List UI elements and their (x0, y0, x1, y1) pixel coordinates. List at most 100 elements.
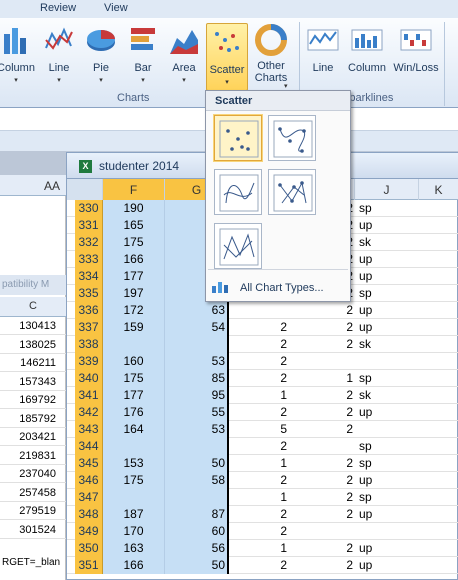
cell-h[interactable]: 2 (280, 320, 287, 334)
cell-g[interactable]: 55 (165, 404, 229, 421)
background-cell[interactable]: 146211 (0, 355, 66, 372)
background-cell[interactable]: 157343 (0, 374, 66, 391)
row-header[interactable]: 345 (75, 455, 103, 472)
cell-h[interactable]: 1 (280, 541, 287, 555)
cell-j[interactable]: up (359, 303, 373, 317)
row-header[interactable]: 337 (75, 319, 103, 336)
cell-f[interactable]: 172 (103, 302, 165, 319)
scatter-smooth-lines-option[interactable] (214, 169, 262, 215)
cell-f[interactable]: 159 (103, 319, 165, 336)
cell-h[interactable]: 2 (280, 473, 287, 487)
cell-j[interactable]: sk (359, 235, 371, 249)
cell-i[interactable]: 1 (346, 371, 353, 385)
row-header[interactable]: 339 (75, 353, 103, 370)
cell-j[interactable]: up (359, 541, 373, 555)
cell-f[interactable]: 177 (103, 268, 165, 285)
cell-i[interactable]: 2 (346, 558, 353, 572)
other-charts-button[interactable]: Other Charts ▾ (250, 20, 292, 90)
cell-g[interactable] (165, 489, 229, 506)
cell-f[interactable]: 153 (103, 455, 165, 472)
background-cell[interactable]: 301524 (0, 522, 66, 539)
cell-g[interactable] (165, 336, 229, 353)
cell-g[interactable]: 50 (165, 557, 229, 574)
cell-j[interactable]: sp (359, 371, 372, 385)
cell-h[interactable]: 2 (280, 524, 287, 538)
cell-j[interactable] (357, 353, 417, 370)
row-header[interactable]: 346 (75, 472, 103, 489)
cell-g[interactable]: 60 (165, 523, 229, 540)
cell-f[interactable]: 163 (103, 540, 165, 557)
cell-h[interactable]: 2 (280, 371, 287, 385)
cell-i[interactable]: 2 (346, 473, 353, 487)
cell-g[interactable]: 56 (165, 540, 229, 557)
row-header[interactable]: 340 (75, 370, 103, 387)
cell-j[interactable]: sp (359, 286, 372, 300)
cell-g[interactable]: 63 (165, 302, 229, 319)
sparkline-line-button[interactable]: Line (303, 20, 343, 90)
background-cell[interactable]: 138025 (0, 337, 66, 354)
cell-j[interactable]: sp (359, 490, 372, 504)
all-chart-types-item[interactable]: All Chart Types... (212, 279, 344, 297)
cell-j[interactable]: up (359, 507, 373, 521)
column-header-c[interactable]: C (0, 297, 66, 317)
cell-i[interactable]: 2 (346, 320, 353, 334)
tab-view[interactable]: View (104, 2, 128, 14)
cell-h[interactable]: 2 (280, 507, 287, 521)
cell-j[interactable]: sp (359, 201, 372, 215)
cell-i[interactable]: 2 (346, 388, 353, 402)
cell-h[interactable]: 2 (280, 405, 287, 419)
cell-i[interactable] (291, 523, 355, 540)
cell-j[interactable] (357, 523, 417, 540)
row-header[interactable]: 335 (75, 285, 103, 302)
cell-f[interactable] (103, 336, 165, 353)
row-header[interactable]: 350 (75, 540, 103, 557)
background-cell[interactable]: 169792 (0, 392, 66, 409)
cell-f[interactable]: 176 (103, 404, 165, 421)
cell-g[interactable]: 85 (165, 370, 229, 387)
cell-j[interactable]: up (359, 252, 373, 266)
cell-f[interactable]: 166 (103, 251, 165, 268)
cell-h[interactable]: 2 (280, 337, 287, 351)
sparkline-winloss-button[interactable]: Win/Loss (392, 20, 440, 90)
background-cell[interactable]: 257458 (0, 485, 66, 502)
column-chart-button[interactable]: Column ▾ (0, 20, 38, 90)
cell-f[interactable]: 175 (103, 370, 165, 387)
row-header[interactable]: 336 (75, 302, 103, 319)
cell-f[interactable]: 175 (103, 472, 165, 489)
cell-i[interactable]: 2 (346, 490, 353, 504)
background-cell[interactable]: 219831 (0, 448, 66, 465)
cell-f[interactable] (103, 438, 165, 455)
background-cell[interactable]: 185792 (0, 411, 66, 428)
background-cell[interactable]: 203421 (0, 429, 66, 446)
cell-h[interactable] (231, 302, 291, 319)
cell-f[interactable]: 160 (103, 353, 165, 370)
row-header[interactable]: 332 (75, 234, 103, 251)
scatter-straight-lines-option[interactable] (214, 223, 262, 269)
cell-j[interactable]: up (359, 218, 373, 232)
cell-j[interactable]: up (359, 473, 373, 487)
row-header[interactable]: 351 (75, 557, 103, 574)
select-all-corner[interactable] (67, 179, 103, 200)
cell-j[interactable]: sp (359, 439, 372, 453)
background-cell[interactable]: 237040 (0, 466, 66, 483)
cell-i[interactable] (291, 353, 355, 370)
area-chart-button[interactable]: Area ▾ (165, 20, 203, 90)
scatter-straight-lines-markers-option[interactable] (268, 169, 316, 215)
cell-h[interactable]: 1 (280, 490, 287, 504)
cell-i[interactable]: 2 (346, 337, 353, 351)
cell-j[interactable]: up (359, 405, 373, 419)
cell-h[interactable]: 2 (280, 558, 287, 572)
cell-h[interactable]: 2 (280, 354, 287, 368)
cell-g[interactable]: 95 (165, 387, 229, 404)
row-header[interactable]: 333 (75, 251, 103, 268)
background-cell[interactable]: 279519 (0, 503, 66, 520)
pie-chart-button[interactable]: Pie ▾ (82, 20, 120, 90)
cell-g[interactable]: 50 (165, 455, 229, 472)
cell-f[interactable]: 170 (103, 523, 165, 540)
cell-f[interactable]: 166 (103, 557, 165, 574)
row-header[interactable]: 344 (75, 438, 103, 455)
cell-i[interactable] (291, 438, 355, 455)
cell-i[interactable]: 2 (346, 405, 353, 419)
row-header[interactable]: 347 (75, 489, 103, 506)
cell-i[interactable]: 2 (346, 303, 353, 317)
